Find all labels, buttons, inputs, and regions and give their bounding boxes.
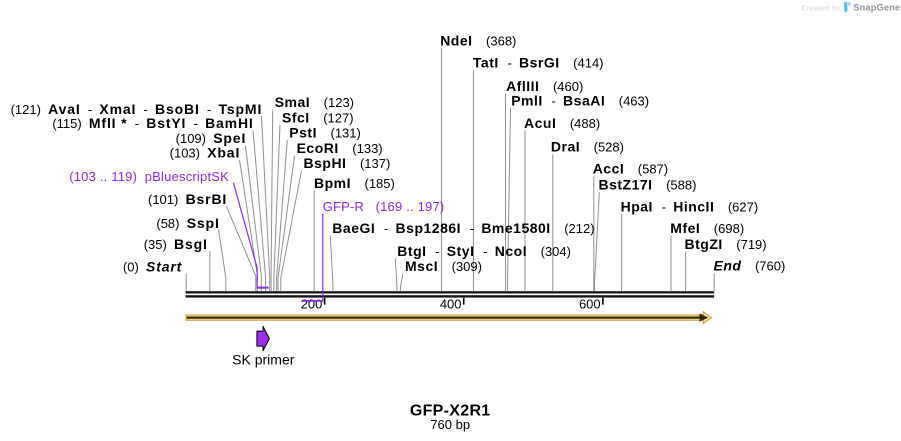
svg-text:BspHI(137): BspHI (137) [304,155,391,171]
svg-text:(109) SpeI: (109) SpeI [176,130,247,146]
svg-text:(58) SspI: (58) SspI [156,215,219,231]
svg-text:AccI(587): AccI (587) [593,161,668,177]
svg-text:(103 .. 119) pBluescriptSK: (103 .. 119) pBluescriptSK [69,169,229,184]
svg-text:MfeI(698): MfeI (698) [670,220,744,236]
svg-text:(35) BsgI: (35) BsgI [144,236,208,252]
svg-text:MscI(309): MscI (309) [405,258,482,274]
svg-text:TatI - BsrGI(414): TatI - BsrGI (414) [473,54,604,70]
svg-text:SfcI(127): SfcI (127) [282,109,354,125]
svg-text:HpaI - HincII(627): HpaI - HincII (627) [621,199,759,215]
svg-text:SnapGene: SnapGene [853,3,900,13]
svg-text:(121) AvaI - XmaI - BsoBI: (121) AvaI - XmaI - BsoBI - TspMI [11,101,263,117]
svg-text:(0) Start: (0) Start [123,259,183,275]
svg-text:PmlI - BsaAI(463): PmlI - BsaAI (463) [511,93,649,109]
svg-text:AcuI(488): AcuI (488) [524,115,600,131]
svg-text:PstI(131): PstI (131) [289,125,361,141]
svg-text:200: 200 [301,296,323,311]
svg-text:AflIII(460): AflIII (460) [506,78,583,94]
svg-text:BtgZI(719): BtgZI (719) [685,236,767,252]
svg-text:BstZ17I(588): BstZ17I (588) [599,177,697,193]
svg-text:BpmI(185): BpmI (185) [314,175,395,191]
svg-text:GFP-X2R1: GFP-X2R1 [410,402,491,419]
svg-text:End(760): End (760) [714,258,786,274]
svg-text:BaeGI - Bsp1286I - Bme1580: BaeGI - Bsp1286I - Bme1580I (212) [332,220,594,236]
svg-text:EcoRI(133): EcoRI (133) [297,140,383,156]
svg-text:Created by: Created by [801,3,840,12]
svg-text:(115) MflI * - BstYI - Ba: (115) MflI * - BstYI - BamHI [52,115,253,131]
svg-text:(101) BsrBI: (101) BsrBI [148,191,227,207]
svg-text:SmaI(123): SmaI (123) [275,94,354,110]
svg-text:BtgI - StyI - NcoI(304): BtgI - StyI - NcoI (304) [397,243,571,259]
svg-text:SK primer: SK primer [232,352,295,368]
svg-text:DraI(528): DraI (528) [551,139,624,155]
svg-text:(103) XbaI: (103) XbaI [170,144,241,160]
svg-text:GFP-R (169 .. 197): GFP-R (169 .. 197) [323,199,445,214]
svg-text:400: 400 [440,296,462,311]
svg-text:NdeI(368): NdeI (368) [440,32,516,48]
svg-text:760 bp: 760 bp [430,417,470,432]
svg-text:600: 600 [579,296,601,311]
